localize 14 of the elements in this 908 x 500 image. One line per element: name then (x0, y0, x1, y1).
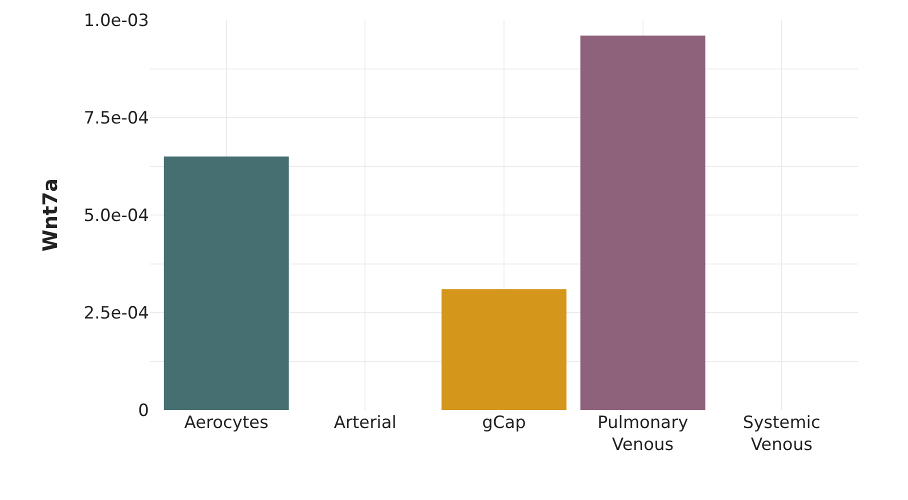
y-tick-label: 0 (138, 400, 149, 421)
x-tick-label: Systemic Venous (742, 413, 820, 456)
x-tick-label: Pulmonary Venous (597, 413, 688, 456)
x-tick-label: Aerocytes (184, 413, 269, 433)
x-tick-label: gCap (482, 413, 526, 433)
y-axis-title: Wnt7a (38, 178, 62, 252)
x-tick-label: Arterial (334, 413, 396, 433)
bar (442, 289, 566, 410)
bar (580, 36, 706, 410)
bar (164, 156, 289, 410)
y-tick-label: 7.5e-04 (84, 108, 149, 128)
y-tick-label: 2.5e-04 (84, 303, 149, 324)
y-tick-label: 5.0e-04 (84, 206, 149, 226)
y-tick-label: 1.0e-03 (84, 10, 149, 31)
